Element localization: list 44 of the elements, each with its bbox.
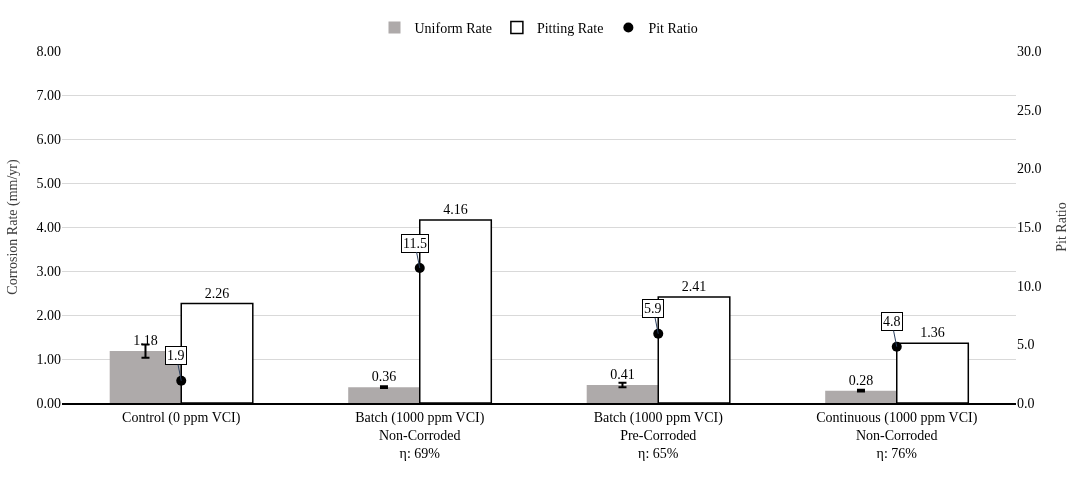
data-label: 2.41	[681, 278, 707, 294]
x-tick-label: Batch (1000 ppm VCI) Non-Corroded η: 69%	[355, 409, 485, 462]
data-label: 4.8	[883, 314, 901, 329]
y-tick-label: 7.00	[36, 87, 61, 103]
y2-tick-label: 25.0	[1017, 102, 1042, 118]
bar	[825, 390, 897, 403]
data-label: 2.26	[204, 285, 230, 301]
y-tick-label: 4.00	[36, 219, 61, 235]
bar	[348, 387, 420, 403]
y2-tick-label: 15.0	[1017, 219, 1042, 235]
bar	[109, 351, 182, 403]
data-label: 0.36	[371, 369, 397, 385]
y2-tick-label: 5.0	[1017, 337, 1035, 353]
y-axis-title: Corrosion Rate (mm/yr)	[5, 159, 22, 295]
point	[653, 328, 664, 339]
y-tick-label: 3.00	[36, 263, 61, 279]
y2-tick-label: 10.0	[1017, 278, 1042, 294]
data-label: 1.36	[920, 325, 945, 341]
x-tick-label: Batch (1000 ppm VCI) Pre-Corroded η: 65%	[593, 409, 724, 462]
legend-label: Pitting Rate	[536, 21, 604, 37]
point	[414, 263, 425, 274]
y2-tick-label: 20.0	[1017, 161, 1042, 177]
x-tick-label: Continuous (1000 ppm VCI) Non-Corroded η: 76%	[816, 409, 978, 462]
data-label: 4.16	[443, 201, 468, 217]
y2-tick-label: 30.0	[1017, 43, 1042, 59]
y2-axis-title: Pit Ratio	[1053, 202, 1069, 252]
data-label: 0.28	[848, 372, 874, 388]
x-tick-label: Control (0 ppm VCI)	[122, 409, 241, 426]
y-tick-label: 5.00	[36, 175, 61, 191]
data-label: 5.9	[644, 301, 662, 316]
bar	[586, 384, 659, 403]
point	[176, 375, 187, 386]
y2-tick-label: 0.0	[1017, 395, 1035, 411]
point	[891, 341, 902, 352]
legend-label: Uniform Rate	[414, 21, 492, 37]
y-tick-label: 1.00	[36, 351, 61, 367]
y-tick-label: 2.00	[36, 307, 61, 323]
data-label: 0.41	[610, 366, 635, 382]
y-tick-label: 8.00	[36, 43, 61, 59]
y-tick-label: 0.00	[36, 395, 61, 411]
data-label: 1.9	[167, 348, 185, 363]
data-label: 11.5	[403, 236, 427, 251]
y-tick-label: 6.00	[36, 131, 61, 147]
legend-label: Pit Ratio	[648, 21, 698, 37]
